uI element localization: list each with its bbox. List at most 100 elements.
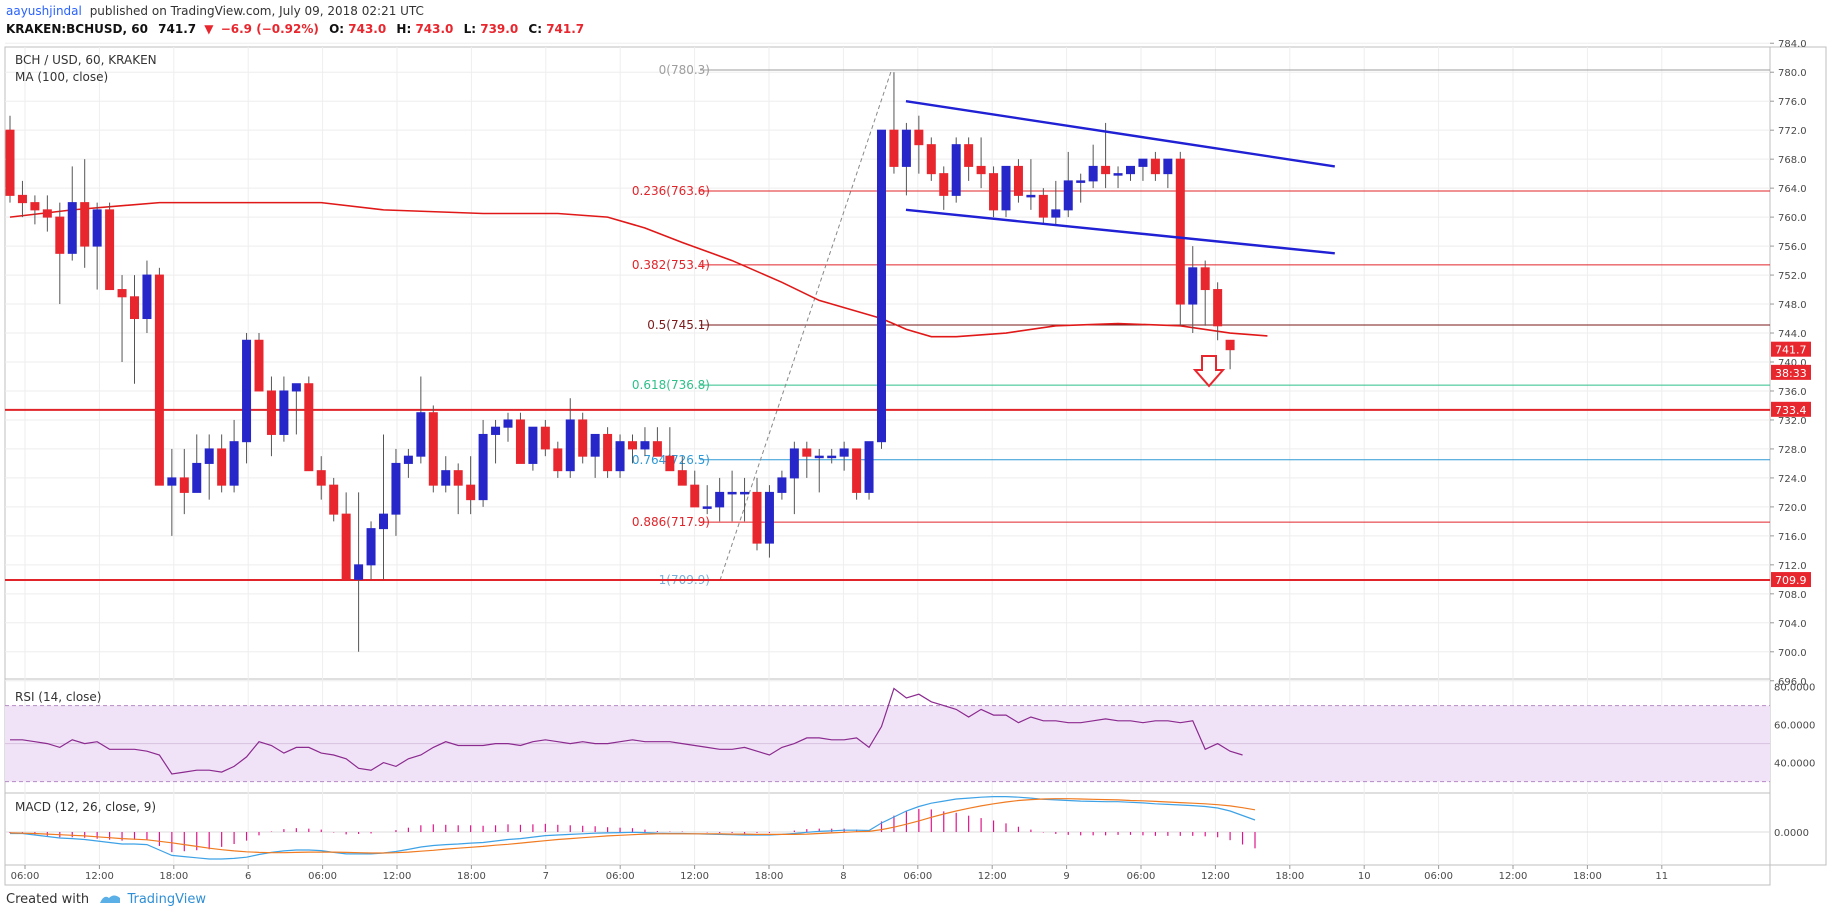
- price-tick-label: 720.0: [1778, 503, 1807, 514]
- candle-body: [1188, 267, 1198, 305]
- price-pane[interactable]: [4, 46, 1771, 680]
- price-tick-label: 752.0: [1778, 271, 1807, 282]
- price-tick-label: 784.0: [1778, 39, 1807, 50]
- time-tick-label: 18:00: [1573, 871, 1602, 882]
- symbol-text: KRAKEN:BCHUSD, 60: [6, 22, 148, 36]
- candle: [603, 427, 613, 478]
- time-axis[interactable]: [4, 864, 1771, 886]
- candle: [403, 448, 413, 478]
- candle-body: [478, 433, 488, 501]
- rsi-tick-label: 40.0000: [1774, 759, 1815, 770]
- tradingview-logo-icon[interactable]: [99, 892, 121, 904]
- candle: [1101, 122, 1111, 189]
- candle-body: [142, 274, 152, 320]
- o-value: 743.0: [348, 22, 386, 36]
- price-tick-label: 764.0: [1778, 184, 1807, 195]
- price-tag-label: 38:33: [1775, 367, 1807, 380]
- candle: [1150, 151, 1160, 181]
- candle-body: [964, 144, 974, 167]
- candle: [1188, 246, 1198, 334]
- candle-body: [802, 448, 812, 457]
- price-tick-label: 700.0: [1778, 648, 1807, 659]
- candle: [989, 166, 999, 218]
- candle: [42, 195, 52, 232]
- time-tick-label: 18:00: [457, 871, 486, 882]
- candle: [814, 448, 824, 493]
- candle-body: [926, 144, 936, 175]
- price-axis[interactable]: [1769, 46, 1827, 866]
- author-link[interactable]: aayushjindal: [6, 4, 82, 18]
- trend-line: [905, 208, 1335, 255]
- candle: [1013, 159, 1023, 203]
- time-tick-label: 12:00: [383, 871, 412, 882]
- candle: [67, 166, 77, 261]
- candle-body: [789, 448, 799, 479]
- price-tick-label: 704.0: [1778, 619, 1807, 630]
- candle-body: [515, 419, 525, 464]
- header: aayushjindal published on TradingView.co…: [6, 4, 584, 36]
- candle: [17, 180, 27, 218]
- level-tag-label: 733.4: [1775, 404, 1807, 417]
- candle-body: [55, 216, 65, 254]
- candle: [665, 427, 675, 472]
- time-tick-label: 06:00: [1424, 871, 1453, 882]
- candle: [1126, 165, 1135, 181]
- price-tick-label: 740.0: [1778, 358, 1807, 369]
- c-value: 741.7: [546, 22, 584, 36]
- candle-body: [379, 513, 388, 530]
- candle: [864, 441, 874, 500]
- price-tick-label: 760.0: [1778, 213, 1807, 224]
- candle-body: [665, 455, 675, 472]
- price-tick-label: 768.0: [1778, 155, 1807, 166]
- candle: [441, 456, 451, 493]
- candle-body: [976, 165, 986, 175]
- candle-body: [727, 491, 737, 495]
- fib-label: 0.382(753.4): [632, 258, 710, 272]
- candle-body: [989, 173, 999, 211]
- candle: [640, 427, 650, 457]
- c-label: C:: [528, 22, 542, 36]
- time-tick-label: 6: [245, 871, 251, 882]
- candle: [242, 333, 252, 464]
- candle: [1051, 180, 1061, 225]
- candle: [914, 115, 924, 174]
- price-tick-label: 736.0: [1778, 387, 1807, 398]
- candle-body: [702, 506, 712, 509]
- price-tick-label: 724.0: [1778, 474, 1807, 485]
- candle-body: [540, 426, 550, 450]
- candle: [379, 434, 388, 580]
- candle-body: [5, 129, 15, 196]
- candle: [628, 434, 637, 464]
- svg-text:KRAKEN:BCHUSD, 60 741.7: KRAKEN:BCHUSD, 60 741.7 ▼ −6.9 (−0.92%) …: [6, 22, 584, 36]
- candle: [154, 267, 164, 486]
- candle: [839, 441, 849, 471]
- candle: [416, 376, 426, 464]
- price-tag: [1771, 341, 1811, 357]
- price-tag: [1771, 364, 1811, 380]
- candle: [304, 376, 314, 472]
- candle-body: [889, 129, 899, 167]
- candle-body: [1200, 267, 1210, 291]
- o-label: O:: [329, 22, 344, 36]
- candle: [964, 137, 974, 181]
- candle-body: [204, 448, 214, 464]
- time-tick-label: 8: [840, 871, 846, 882]
- candle-body: [242, 339, 252, 443]
- tradingview-brand[interactable]: TradingView: [127, 892, 206, 907]
- candle-body: [154, 274, 164, 486]
- h-label: H:: [396, 22, 411, 36]
- candle: [428, 405, 438, 493]
- candle-body: [229, 441, 239, 486]
- price-tick-label: 716.0: [1778, 532, 1807, 543]
- candle-body: [1163, 158, 1173, 175]
- time-tick-label: 18:00: [755, 871, 784, 882]
- time-tick-label: 12:00: [680, 871, 709, 882]
- horizontal-levels: 733.4 709.9: [5, 401, 1811, 588]
- macd-tick-label: 0.0000: [1774, 828, 1809, 839]
- candle-body: [341, 513, 351, 580]
- main-legend: BCH / USD, 60, KRAKEN: [15, 53, 157, 67]
- price-tags: 741.7 38:33: [1771, 341, 1811, 380]
- candle: [652, 427, 662, 457]
- candle-body: [279, 390, 289, 435]
